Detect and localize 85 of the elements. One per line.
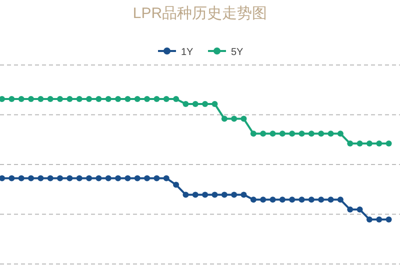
point <box>115 175 122 182</box>
point <box>66 96 73 102</box>
point <box>212 192 218 198</box>
point <box>86 96 92 102</box>
point <box>154 96 160 102</box>
legend-label: 1Y <box>181 47 194 58</box>
point <box>105 175 112 182</box>
point <box>376 140 382 147</box>
point <box>76 96 82 102</box>
point <box>57 96 64 102</box>
point <box>47 175 54 182</box>
point <box>221 116 228 122</box>
legend-label: 5Y <box>231 47 244 58</box>
point <box>105 96 112 102</box>
point <box>376 216 382 222</box>
point <box>337 196 344 203</box>
point <box>8 96 15 102</box>
point <box>192 100 198 107</box>
point <box>337 130 344 137</box>
point <box>96 175 102 182</box>
point <box>308 196 314 203</box>
point <box>38 96 44 102</box>
point <box>279 196 286 203</box>
point <box>192 192 198 198</box>
point <box>250 196 256 203</box>
point <box>298 130 305 137</box>
point <box>124 96 131 102</box>
point <box>298 196 305 203</box>
point <box>356 140 363 147</box>
point <box>0 96 5 102</box>
point <box>144 175 150 182</box>
point <box>308 130 314 137</box>
point <box>270 130 276 137</box>
point <box>270 196 276 203</box>
point <box>231 192 238 198</box>
point <box>76 175 82 182</box>
point <box>124 175 131 182</box>
point <box>8 175 15 182</box>
point <box>366 140 372 147</box>
point <box>289 196 296 203</box>
point <box>240 116 247 122</box>
point <box>347 206 354 213</box>
point <box>28 96 34 102</box>
point <box>318 196 324 203</box>
point <box>66 175 73 182</box>
point <box>231 116 238 122</box>
point <box>356 206 363 213</box>
point <box>144 96 150 102</box>
point <box>163 96 170 102</box>
point <box>240 192 247 198</box>
point <box>221 192 228 198</box>
point <box>328 196 334 203</box>
point <box>154 175 160 182</box>
point <box>173 182 180 188</box>
point <box>250 130 256 137</box>
point <box>182 100 189 107</box>
point <box>347 140 354 147</box>
point <box>182 192 189 198</box>
point <box>289 130 296 137</box>
point <box>260 130 266 137</box>
point <box>386 140 392 147</box>
point <box>173 96 180 102</box>
point <box>57 175 64 182</box>
point <box>134 175 140 182</box>
point <box>328 130 334 137</box>
point <box>18 96 24 102</box>
point <box>0 175 5 182</box>
point <box>202 100 208 107</box>
point <box>86 175 92 182</box>
point <box>115 96 122 102</box>
point <box>318 130 324 137</box>
point <box>212 100 218 107</box>
point <box>202 192 208 198</box>
point <box>134 96 140 102</box>
point <box>38 175 44 182</box>
point <box>163 175 170 182</box>
point <box>28 175 34 182</box>
point <box>386 216 392 222</box>
point <box>366 216 372 222</box>
point <box>260 196 266 203</box>
point <box>47 96 54 102</box>
point <box>18 175 24 182</box>
chart-title: LPR品种历史走势图 <box>132 5 268 22</box>
point <box>96 96 102 102</box>
point <box>279 130 286 137</box>
